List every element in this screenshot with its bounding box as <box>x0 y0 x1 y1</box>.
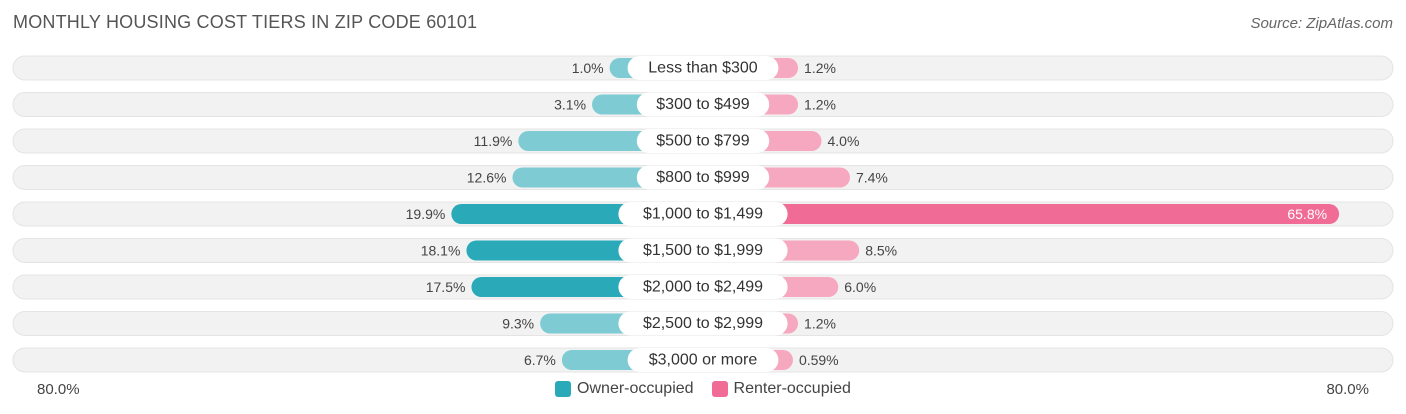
category-pill <box>636 92 770 117</box>
axis-left-label: 80.0% <box>37 381 80 398</box>
category-label: $300 to $499 <box>656 96 750 113</box>
legend-label-owner: Owner-occupied <box>577 380 694 397</box>
category-pill <box>627 348 779 372</box>
category-pill <box>627 56 779 80</box>
owner-value-label: 19.9% <box>406 206 446 222</box>
owner-value-label: 1.0% <box>572 60 604 76</box>
renter-value-label: 1.2% <box>804 60 836 76</box>
owner-value-label: 12.6% <box>467 170 507 186</box>
renter-value-label: 1.2% <box>804 97 836 113</box>
category-label: $2,000 to $2,499 <box>643 279 763 296</box>
source-note: Source: ZipAtlas.com <box>1250 15 1393 32</box>
category-pill <box>618 311 788 336</box>
category-label: $2,500 to $2,999 <box>643 315 763 332</box>
renter-bar <box>703 204 1340 224</box>
axis-right-label: 80.0% <box>1326 381 1369 398</box>
category-label: $1,000 to $1,499 <box>643 206 763 223</box>
owner-value-label: 18.1% <box>421 243 461 259</box>
legend: Owner-occupied Renter-occupied <box>0 380 1406 398</box>
category-label: $3,000 or more <box>649 352 758 369</box>
renter-value-label: 6.0% <box>844 279 876 295</box>
renter-value-label: 65.8% <box>1287 206 1327 222</box>
diverging-bar-chart: Less than $300 1.0% 1.2% $300 to $499 3.1% 1.… <box>12 55 1394 373</box>
owner-value-label: 9.3% <box>502 316 534 332</box>
renter-value-label: 1.2% <box>804 316 836 332</box>
category-pill <box>636 165 770 190</box>
owner-value-label: 17.5% <box>426 279 466 295</box>
category-pill <box>636 129 770 153</box>
legend-label-renter: Renter-occupied <box>733 380 851 397</box>
category-label: Less than $300 <box>648 60 758 77</box>
legend-item-renter: Renter-occupied <box>711 380 851 398</box>
legend-swatch-owner <box>555 381 572 397</box>
legend-item-owner: Owner-occupied <box>555 380 694 398</box>
category-pill <box>618 275 788 299</box>
legend-swatch-renter <box>711 381 728 397</box>
chart-title: MONTHLY HOUSING COST TIERS IN ZIP CODE 6… <box>13 12 478 32</box>
category-pill <box>618 238 788 263</box>
category-label: $800 to $999 <box>656 169 750 186</box>
owner-value-label: 6.7% <box>524 352 556 368</box>
renter-value-label: 0.59% <box>799 352 839 368</box>
renter-value-label: 7.4% <box>856 170 888 186</box>
renter-value-label: 4.0% <box>828 133 860 149</box>
category-pill <box>618 202 788 226</box>
owner-value-label: 3.1% <box>554 97 586 113</box>
owner-value-label: 11.9% <box>474 133 513 149</box>
renter-value-label: 8.5% <box>865 243 897 259</box>
category-label: $500 to $799 <box>656 133 750 150</box>
category-label: $1,500 to $1,999 <box>643 242 763 259</box>
